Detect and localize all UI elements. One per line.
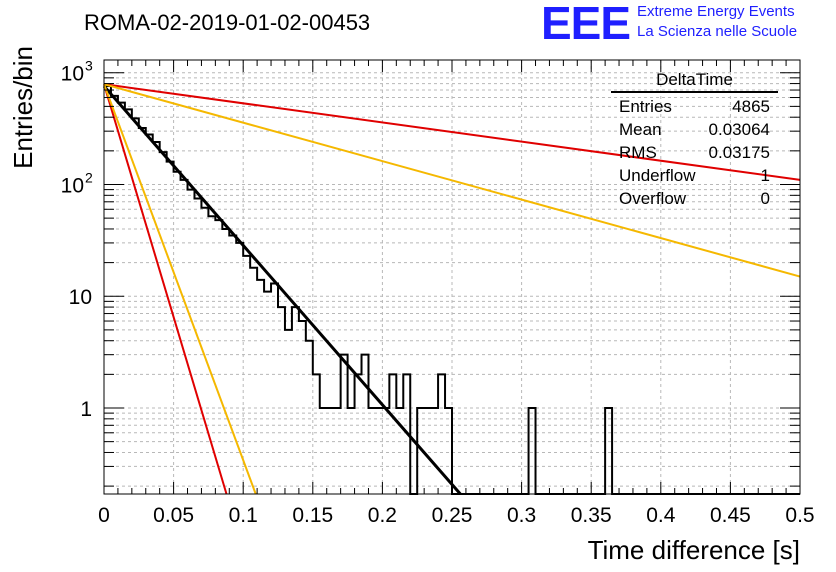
fit-line-black	[102, 85, 462, 495]
logo-line-1: Extreme Energy Events	[637, 3, 795, 20]
fit-line-red	[103, 83, 228, 495]
stats-row: Underflow 1	[611, 164, 778, 187]
stats-row: RMS 0.03175	[611, 141, 778, 164]
stats-label: Underflow	[619, 166, 696, 185]
stats-value: 0	[760, 189, 770, 208]
stats-box: DeltaTime Entries 4865 Mean 0.03064 RMS 0.031…	[611, 70, 778, 210]
y-tick-label: 1	[80, 398, 92, 421]
stats-title: DeltaTime	[611, 70, 778, 93]
x-tick-label: 0.2	[368, 504, 397, 527]
stats-label: Mean	[619, 120, 662, 139]
y-tick-label: 10	[61, 63, 84, 86]
stats-value: 1	[760, 166, 770, 185]
axis-ticks	[103, 60, 801, 494]
fit-line-red	[103, 83, 801, 181]
y-tick-label: 10	[69, 286, 92, 309]
y-tick-exponent: 2	[85, 169, 93, 185]
x-tick-label: 0.3	[507, 504, 536, 527]
run-title: ROMA-02-2019-01-02-00453	[84, 10, 371, 35]
x-tick-label: 0.05	[153, 504, 194, 527]
x-tick-label: 0.25	[432, 504, 473, 527]
x-tick-label: 0.1	[229, 504, 258, 527]
stats-row: Entries 4865	[611, 95, 778, 118]
x-axis-label: Time difference [s]	[588, 535, 800, 565]
stats-label: RMS	[619, 143, 657, 162]
x-tick-label: 0.45	[710, 504, 751, 527]
fit-lines	[102, 83, 801, 495]
x-tick-label: 0.5	[785, 504, 814, 527]
x-tick-label: 0	[98, 504, 110, 527]
logo-line-2: La Scienza nelle Scuole	[637, 23, 798, 40]
x-tick-label: 0.35	[571, 504, 612, 527]
stats-value: 0.03175	[708, 143, 770, 162]
x-tick-label: 0.15	[292, 504, 333, 527]
stats-label: Overflow	[619, 189, 687, 208]
x-tick-label: 0.4	[646, 504, 676, 527]
fit-line-orange	[103, 83, 257, 495]
stats-row: Mean 0.03064	[611, 118, 778, 141]
x-tick-labels: 0 0.05 0.1 0.15 0.2 0.25 0.3 0.35 0.4 0.45 0.5	[98, 504, 814, 527]
stats-label: Entries	[619, 97, 672, 116]
eee-logo: EEE	[541, 0, 631, 49]
y-tick-label: 10	[61, 174, 84, 197]
fit-line-orange	[103, 83, 801, 278]
y-tick-exponent: 3	[85, 58, 93, 74]
stats-value: 0.03064	[708, 120, 770, 139]
stats-value: 4865	[732, 97, 770, 116]
stats-row: Overflow 0	[611, 187, 778, 210]
y-axis-label: Entries/bin	[8, 46, 38, 169]
